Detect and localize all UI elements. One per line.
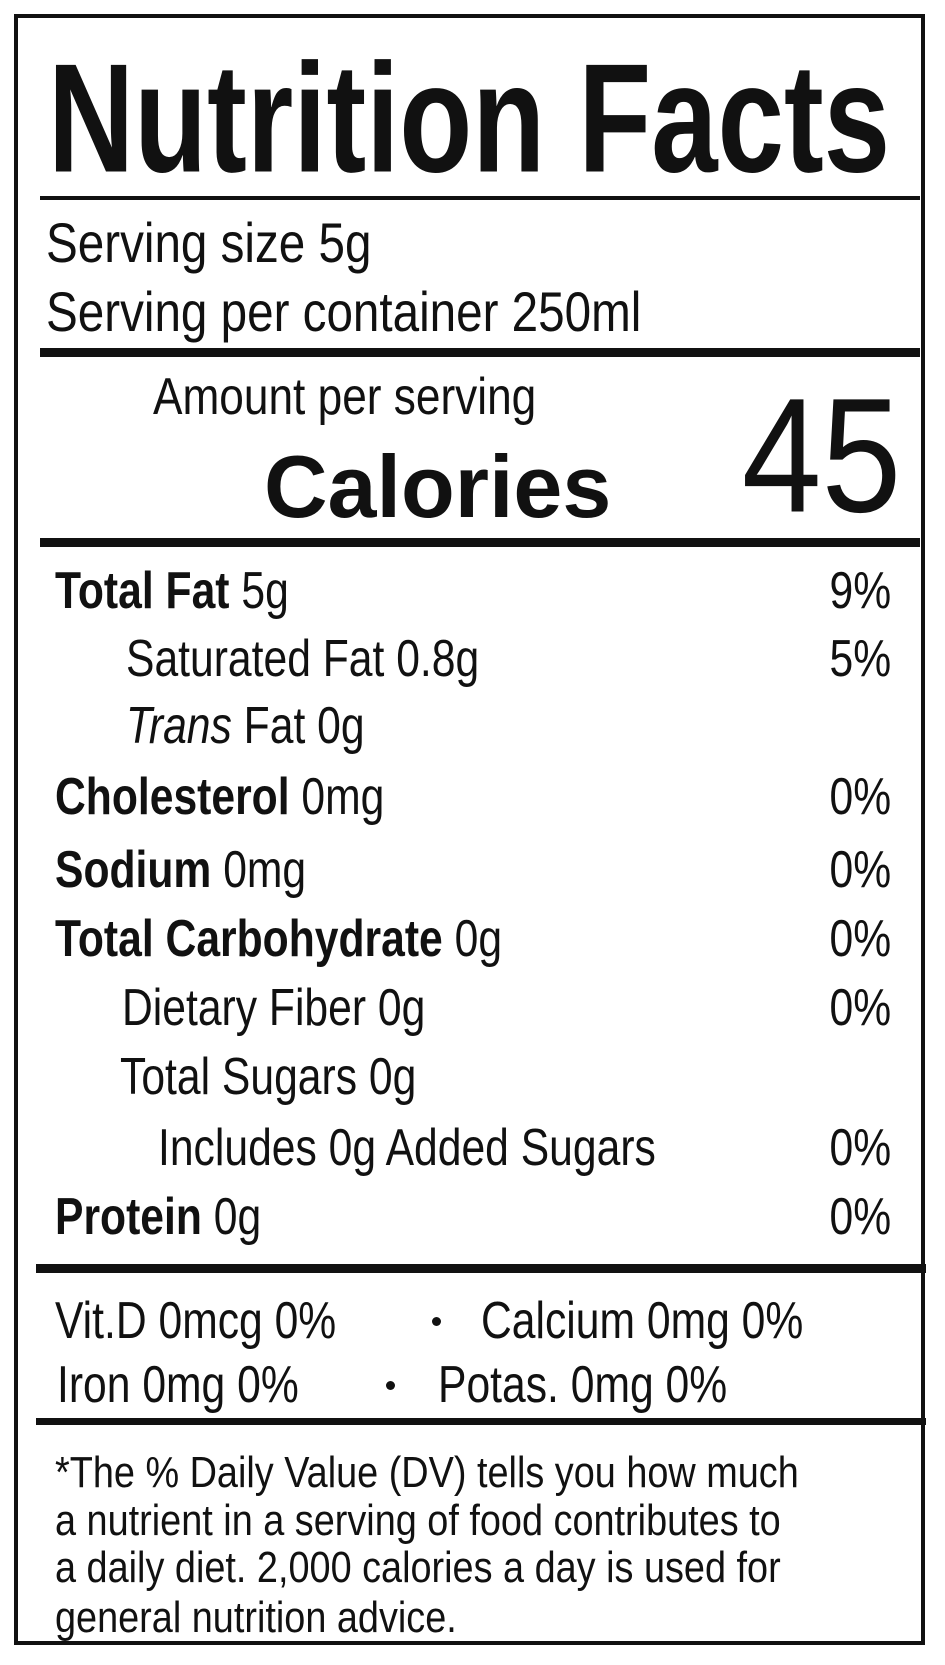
nutrient-amount: 0g: [454, 910, 503, 968]
nutrient-name-italic: Trans: [126, 697, 232, 755]
rule: [40, 538, 920, 547]
separator: [432, 1317, 441, 1326]
rule: [36, 1418, 926, 1425]
nutrient-row: Protein 0g: [55, 1191, 261, 1243]
nutrient-row: Trans Fat 0g: [126, 700, 365, 752]
nutrient-row: Total Fat 5g: [55, 565, 289, 617]
nutrient-amount: 5g: [241, 562, 289, 620]
nutrient-dv: 0%: [829, 1188, 891, 1246]
rule: [40, 348, 920, 357]
nutrient-amount: 0g: [213, 1188, 262, 1246]
calories-value: 45: [741, 363, 901, 547]
nutrient-dv: 0%: [829, 979, 891, 1037]
footnote-line: a daily diet. 2,000 calories a day is us…: [55, 1543, 781, 1592]
amount-header: Amount per serving: [153, 368, 537, 426]
nutrient-row: Total Carbohydrate 0g: [55, 913, 502, 965]
nutrient-name: Saturated Fat 0.8g: [126, 630, 480, 688]
footnote-line: general nutrition advice.: [55, 1593, 457, 1642]
separator: [386, 1381, 395, 1390]
nutrient-name: Dietary Fiber 0g: [122, 979, 426, 1037]
vitamin-item: Calcium 0mg 0%: [481, 1292, 804, 1350]
title: Nutrition Facts: [48, 31, 891, 205]
calories-label: Calories: [264, 437, 612, 536]
nutrient-amount: 0mg: [223, 841, 307, 899]
nutrient-row: Cholesterol 0mg: [55, 771, 384, 823]
vitamin-item: Potas. 0mg 0%: [438, 1356, 728, 1414]
nutrient-amount: 0mg: [301, 768, 385, 826]
nutrient-name: Sodium: [55, 841, 212, 899]
vitamin-item: Vit.D 0mcg 0%: [55, 1292, 337, 1350]
nutrient-name: Fat 0g: [243, 697, 365, 755]
footnote-line: *The % Daily Value (DV) tells you how mu…: [55, 1448, 799, 1497]
nutrient-row: Sodium 0mg: [55, 844, 306, 896]
serving-per-container: Serving per container 250ml: [46, 280, 642, 343]
rule: [40, 196, 920, 200]
nutrient-dv: 0%: [829, 910, 891, 968]
nutrient-name: Total Sugars 0g: [120, 1048, 417, 1106]
nutrient-dv: 9%: [829, 562, 891, 620]
nutrient-name: Protein: [55, 1188, 202, 1246]
nutrient-name: Cholesterol: [55, 768, 290, 826]
rule: [36, 1264, 926, 1273]
nutrient-dv: 0%: [829, 841, 891, 899]
nutrient-dv: 0%: [829, 768, 891, 826]
footnote-line: a nutrient in a serving of food contribu…: [55, 1496, 781, 1545]
nutrient-name: Total Fat: [55, 562, 230, 620]
nutrient-name: Includes 0g Added Sugars: [158, 1119, 656, 1177]
serving-size: Serving size 5g: [46, 211, 372, 274]
nutrient-dv: 0%: [829, 1119, 891, 1177]
nutrition-label: Nutrition Facts Serving size 5g Serving …: [14, 14, 926, 1645]
nutrient-name: Total Carbohydrate: [55, 910, 443, 968]
vitamin-item: Iron 0mg 0%: [57, 1356, 299, 1414]
nutrient-dv: 5%: [829, 630, 891, 688]
